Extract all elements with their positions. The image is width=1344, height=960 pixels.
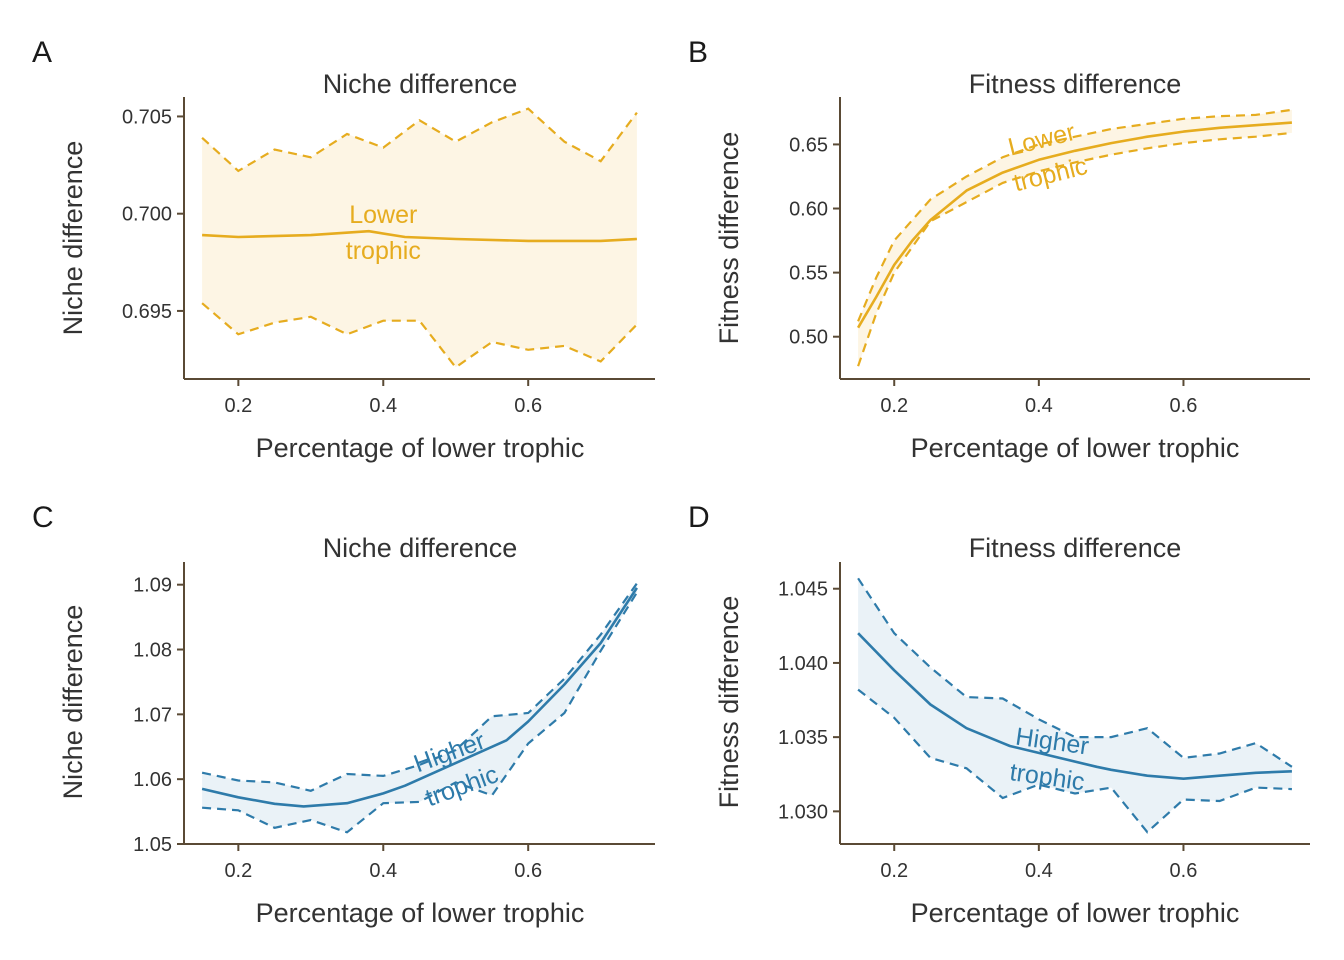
- panel-b-mean-line: [856, 121, 1292, 329]
- panel-a-y-tick-label: 0.705: [122, 106, 172, 128]
- panel-b-y-tick-label: 0.60: [789, 199, 828, 221]
- panel-b-xlabel: Percentage of lower trophic: [911, 433, 1240, 463]
- panel-b-y-tick-label: 0.50: [789, 327, 828, 349]
- panel-d-title: Fitness difference: [969, 533, 1182, 563]
- panel-c-mean-line: [201, 587, 638, 808]
- panel-a-x-tick-label: 0.6: [514, 395, 542, 417]
- panel-a-title: Niche difference: [323, 69, 518, 99]
- panel-d-upper-bound-line: [857, 577, 1293, 768]
- panel-d: D Fitness difference Percentage of lower…: [688, 501, 1310, 928]
- panel-b-y-tick-label: 0.65: [789, 134, 828, 156]
- panel-c-x-tick-label: 0.4: [369, 860, 397, 882]
- panel-d-y-tick-label: 1.045: [778, 579, 828, 601]
- panel-c-xlabel: Percentage of lower trophic: [256, 898, 585, 928]
- panel-a-ylabel: Niche difference: [58, 141, 88, 336]
- panel-a-y-tick-label: 0.700: [122, 204, 172, 226]
- panel-c-lower-bound-line: [202, 591, 638, 834]
- panel-c-y-tick-label: 1.09: [133, 575, 172, 597]
- panel-b-y-tick-label: 0.55: [789, 263, 828, 285]
- panel-c: C Niche difference Percentage of lower t…: [32, 501, 655, 928]
- panel-a-upper-bound-line: [201, 107, 638, 173]
- panel-d-ylabel: Fitness difference: [714, 596, 744, 809]
- panel-d-letter: D: [688, 501, 710, 534]
- panel-a-xlabel: Percentage of lower trophic: [256, 433, 585, 463]
- panel-b-lower-bound-line: [857, 131, 1293, 367]
- panel-c-letter: C: [32, 501, 54, 534]
- panel-a-curve-label-line: Lower: [349, 201, 417, 229]
- panel-a-letter: A: [32, 36, 52, 69]
- panel-d-x-tick-label: 0.2: [880, 860, 908, 882]
- panel-d-xlabel: Percentage of lower trophic: [911, 898, 1240, 928]
- panel-c-x-tick-label: 0.2: [224, 860, 252, 882]
- panel-b: B Fitness difference Percentage of lower…: [688, 36, 1310, 463]
- panel-d-lower-bound-line: [857, 688, 1292, 834]
- panel-b-title: Fitness difference: [969, 69, 1182, 99]
- panel-b-x-tick-label: 0.6: [1170, 395, 1198, 417]
- panel-a-x-tick-label: 0.4: [369, 395, 397, 417]
- panel-c-confidence-band: [202, 583, 637, 833]
- panel-a-plot: Lower trophic 0.2 0.4 0.6 0.695 0.700 0.705: [122, 97, 655, 417]
- panel-d-x-tick-label: 0.4: [1025, 860, 1053, 882]
- panel-b-upper-bound-line: [857, 108, 1293, 322]
- panel-a-mean-line: [202, 229, 637, 243]
- panel-a-y-tick-label: 0.695: [122, 301, 172, 323]
- panel-d-confidence-band: [858, 578, 1292, 833]
- panel-d-y-tick-label: 1.035: [778, 727, 828, 749]
- panel-c-title: Niche difference: [323, 533, 518, 563]
- panel-c-y-tick-label: 1.05: [133, 834, 172, 856]
- panel-c-y-tick-label: 1.08: [133, 640, 172, 662]
- panel-a-x-tick-label: 0.2: [224, 395, 252, 417]
- panel-c-ylabel: Niche difference: [58, 605, 88, 800]
- panel-d-mean-line: [857, 632, 1292, 781]
- panel-b-letter: B: [688, 36, 708, 69]
- panel-c-y-tick-label: 1.07: [133, 704, 172, 726]
- panel-a-curve-label-line: trophic: [346, 237, 421, 265]
- panel-a: A Niche difference Percentage of lower t…: [32, 36, 655, 463]
- panel-d-y-tick-label: 1.030: [778, 801, 828, 823]
- panel-b-confidence-band: [858, 109, 1292, 367]
- panel-b-x-tick-label: 0.2: [880, 395, 908, 417]
- panel-c-y-tick-label: 1.06: [133, 769, 172, 791]
- panel-d-y-tick-label: 1.040: [778, 653, 828, 675]
- panel-b-ylabel: Fitness difference: [714, 132, 744, 345]
- panel-d-x-tick-label: 0.6: [1170, 860, 1198, 882]
- panel-b-x-tick-label: 0.4: [1025, 395, 1053, 417]
- panel-c-x-tick-label: 0.6: [514, 860, 542, 882]
- panel-a-curve-label: Lower trophic: [346, 201, 421, 265]
